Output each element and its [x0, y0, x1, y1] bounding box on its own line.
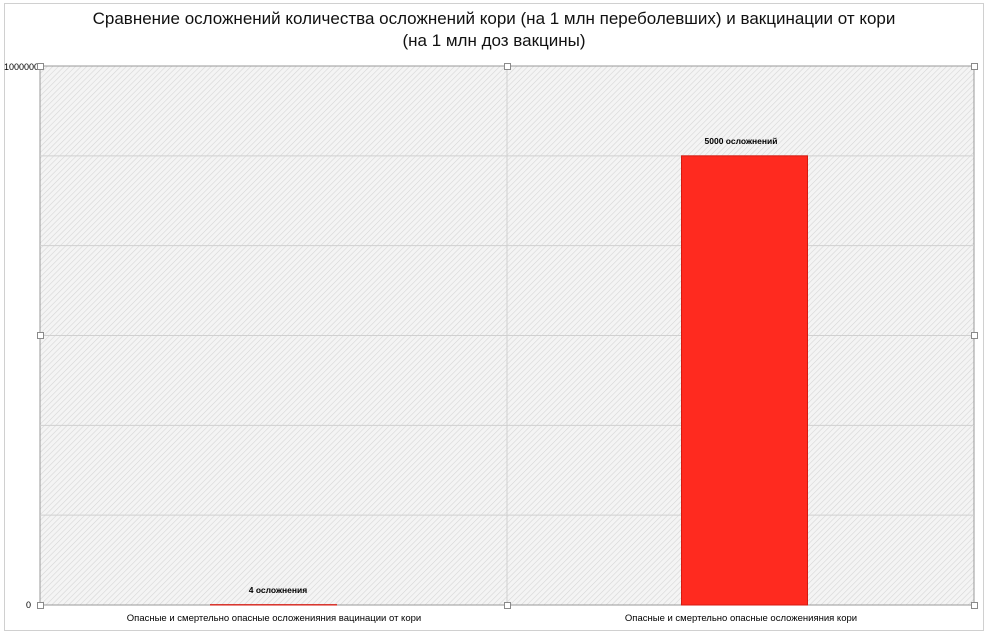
resize-handle-top-left[interactable] — [37, 63, 44, 70]
y-tick-label-max: 1000000 — [4, 62, 40, 72]
chart-frame — [4, 3, 984, 631]
data-label-measles: 5000 осложнений — [704, 136, 778, 146]
y-tick-label-zero: 0 — [26, 600, 32, 610]
chart-title-line-2: (на 1 млн доз вакцины) — [402, 31, 586, 50]
chart-title: Сравнение осложнений количества осложнен… — [0, 8, 988, 52]
resize-handle-middle-right[interactable] — [971, 332, 978, 339]
x-label-vaccination: Опасные и смертельно опасные осложенияни… — [126, 613, 422, 624]
resize-handle-middle-left[interactable] — [37, 332, 44, 339]
x-label-measles: Опасные и смертельно опасные осложенияни… — [624, 613, 858, 624]
gridlines — [40, 66, 974, 605]
resize-handle-bottom-left[interactable] — [37, 602, 44, 609]
bar-1[interactable] — [681, 155, 808, 606]
resize-handle-top-right[interactable] — [971, 63, 978, 70]
data-label-vaccination: 4 осложнения — [248, 585, 308, 595]
chart-title-line-1: Сравнение осложнений количества осложнен… — [92, 9, 896, 28]
resize-handle-top-middle[interactable] — [504, 63, 511, 70]
resize-handle-bottom-right[interactable] — [971, 602, 978, 609]
bars — [210, 155, 808, 606]
resize-handle-bottom-middle[interactable] — [504, 602, 511, 609]
